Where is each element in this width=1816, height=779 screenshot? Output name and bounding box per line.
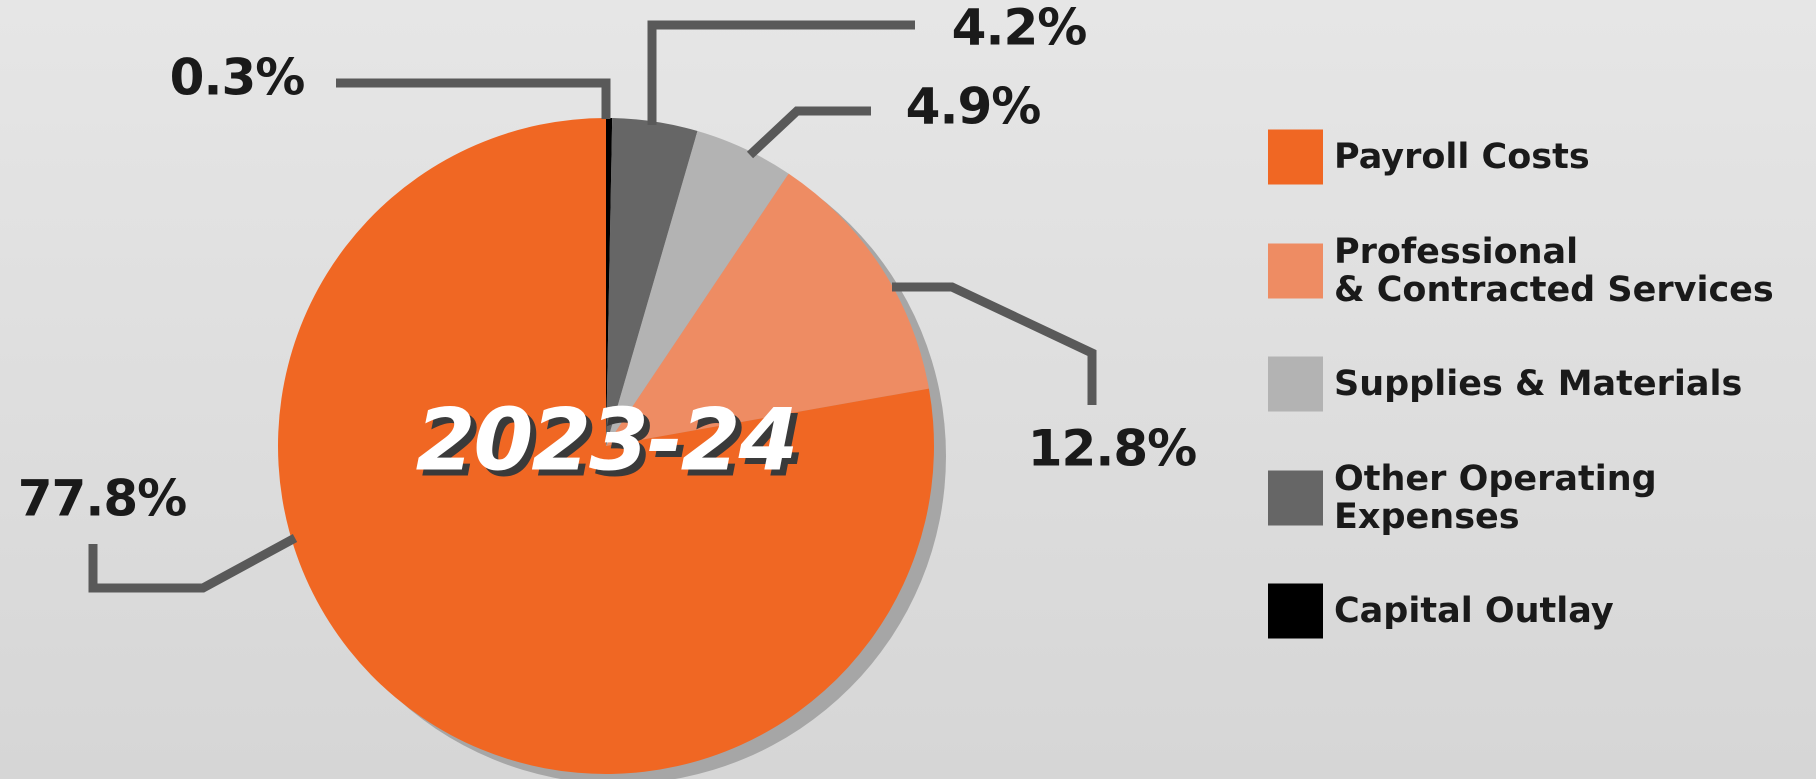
leader-line [336, 78, 611, 119]
pie-slice [277, 118, 934, 774]
title-shadow: 2023-24 [422, 396, 803, 496]
leader-line [647, 20, 915, 125]
chart-title: 2023-24 [416, 390, 797, 490]
legend-swatch [1268, 356, 1323, 412]
legend-label: Capital Outlay [1334, 591, 1614, 631]
legend-swatch [1268, 129, 1323, 185]
data-label: 12.8% [1028, 420, 1196, 478]
legend-label: Payroll Costs [1334, 137, 1590, 177]
data-label: 0.3% [170, 49, 305, 107]
legend-label: Supplies & Materials [1334, 364, 1743, 404]
legend-swatch [1268, 583, 1323, 639]
pie [277, 118, 934, 774]
legend-label: Professional & Contracted Services [1334, 232, 1774, 310]
pie-slice [606, 131, 789, 446]
data-label: 4.9% [906, 78, 1041, 136]
legend-label: Other Operating Expenses [1334, 459, 1657, 537]
leader-line [88, 534, 298, 593]
data-label: 4.2% [952, 0, 1087, 57]
pie-slice [606, 118, 698, 447]
legend-swatch [1268, 243, 1323, 299]
leader-line [892, 282, 1097, 405]
pie-slice [606, 118, 613, 446]
data-label: 77.8% [18, 470, 186, 528]
leader-line [746, 106, 871, 159]
legend-swatch [1268, 470, 1323, 526]
pie-slice [606, 173, 929, 446]
